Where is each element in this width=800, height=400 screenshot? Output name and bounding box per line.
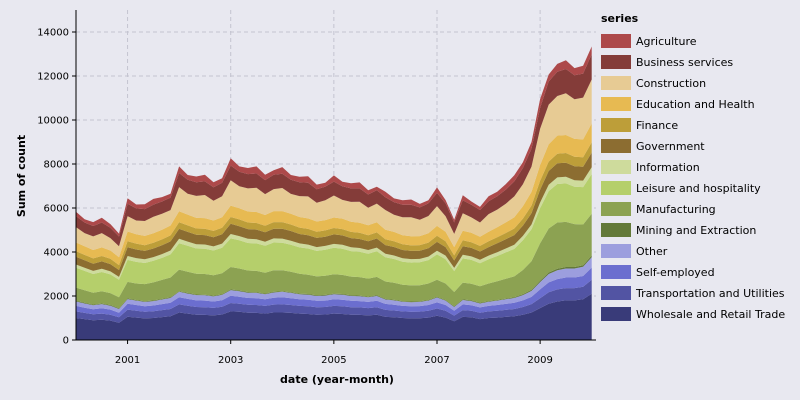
area-wholesale-and-retail-trade [76,293,592,340]
legend-swatch-finance [601,118,631,132]
legend-label-education-and-health: Education and Health [636,98,755,111]
legend-label-information: Information [636,161,700,174]
y-tick-label: 10000 [37,116,69,127]
x-tick-label: 2007 [424,355,449,366]
legend-swatch-government [601,139,631,153]
legend-swatch-education-and-health [601,97,631,111]
legend-label-construction: Construction [636,77,706,90]
x-tick-label: 2009 [527,355,552,366]
legend-label-leisure-and-hospitality: Leisure and hospitality [636,182,761,195]
y-tick-label: 12000 [37,72,69,83]
legend-swatch-other [601,244,631,258]
legend-swatch-manufacturing [601,202,631,216]
legend-swatch-mining-and-extraction [601,223,631,237]
x-axis-title: date (year-month) [280,373,394,386]
x-tick-label: 2001 [115,355,140,366]
y-axis-title: Sum of count [15,135,28,217]
legend-label-manufacturing: Manufacturing [636,203,716,216]
area-other [76,257,592,313]
legend-label-mining-and-extraction: Mining and Extraction [636,224,756,237]
x-tick-label: 2003 [218,355,243,366]
area-construction [76,79,592,258]
legend-label-finance: Finance [636,119,678,132]
legend-label-government: Government [636,140,705,153]
legend-swatch-construction [601,76,631,90]
area-leisure-and-hospitality [76,174,592,298]
area-layer [76,46,592,340]
x-tick-label: 2005 [321,355,346,366]
area-manufacturing [76,213,592,309]
y-tick-label: 0 [63,336,69,347]
y-tick-label: 8000 [44,160,69,171]
area-transportation-and-utilities [76,279,592,323]
legend-label-other: Other [636,245,668,258]
legend-swatch-self-employed [601,265,631,279]
legend-swatch-wholesale-and-retail-trade [601,307,631,321]
legend-label-self-employed: Self-employed [636,266,715,279]
y-tick-label: 4000 [44,248,69,259]
y-tick-label: 2000 [44,292,69,303]
legend-swatch-transportation-and-utilities [601,286,631,300]
legend-label-business-services: Business services [636,56,733,69]
legend-swatch-leisure-and-hospitality [601,181,631,195]
legend-title: series [601,12,639,25]
y-tick-label: 6000 [44,204,69,215]
legend-label-agriculture: Agriculture [636,35,697,48]
legend: series Agriculture Business services Const… [601,12,785,321]
legend-label-wholesale-and-retail-trade: Wholesale and Retail Trade [636,308,785,321]
y-tick-label: 14000 [37,28,69,39]
legend-label-transportation-and-utilities: Transportation and Utilities [635,287,785,300]
axes: 0 2000 4000 6000 8000 10000 12000 14000 2001 2003… [37,10,596,366]
legend-swatch-information [601,160,631,174]
legend-swatch-agriculture [601,34,631,48]
legend-swatch-business-services [601,55,631,69]
area-self-employed [76,267,592,318]
